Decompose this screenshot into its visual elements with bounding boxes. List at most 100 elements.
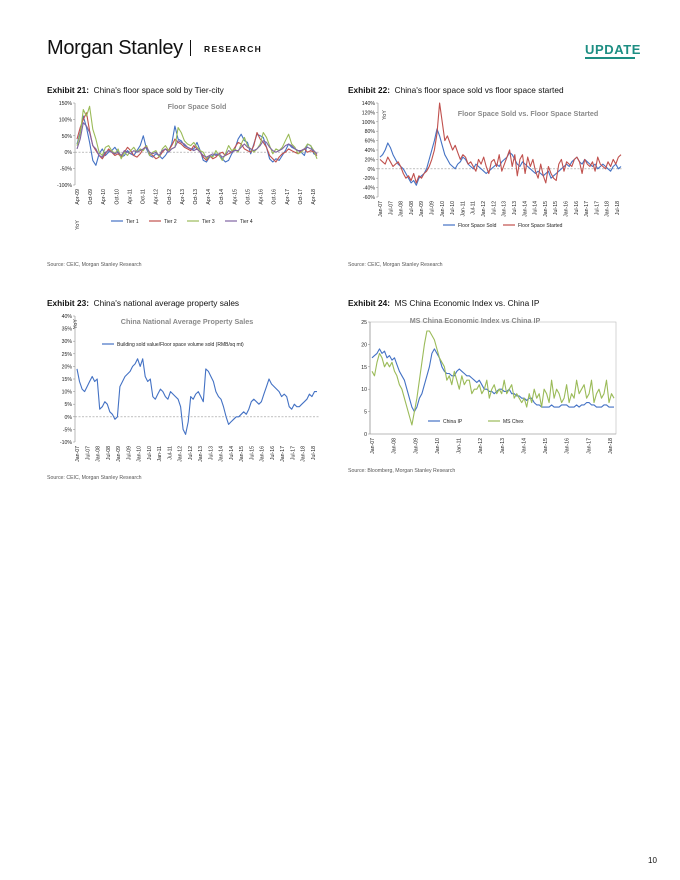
- exhibit-24-source: Source: Bloomberg, Morgan Stanley Resear…: [348, 468, 456, 474]
- page-number: 10: [648, 856, 657, 865]
- x-tick-label: Jan-13: [502, 201, 508, 217]
- x-tick-label: Jan-11: [457, 438, 463, 454]
- x-tick-label: Jan-16: [565, 438, 571, 454]
- series-line-building-sold-value-floor-space-volume-sold-rmb-sq-mt: [76, 358, 317, 435]
- x-tick-label: Apr-16: [259, 189, 265, 205]
- y-axis-label: YoY: [73, 319, 79, 329]
- y-tick-label: -100%: [57, 183, 72, 189]
- chart-title: China National Average Property Sales: [121, 317, 253, 326]
- x-tick-label: Jan-14: [522, 201, 528, 217]
- x-tick-label: Oct-15: [245, 189, 251, 205]
- exhibit-23-label: Exhibit 23:: [47, 298, 89, 308]
- x-tick-label: Jul-08: [409, 201, 415, 215]
- x-tick-label: Jan-10: [137, 446, 143, 462]
- legend-label: Floor Space Started: [518, 223, 563, 229]
- x-tick-label: Jan-17: [280, 446, 286, 462]
- x-tick-label: Jul-18: [311, 446, 317, 460]
- x-tick-label: Jul-13: [208, 446, 214, 460]
- brand-logo: Morgan Stanley: [47, 37, 183, 59]
- x-tick-label: Jul-10: [450, 201, 456, 215]
- x-tick-label: Jul-12: [188, 446, 194, 460]
- y-axis-label: YoY: [75, 220, 81, 230]
- series-line-tier-4: [76, 122, 318, 158]
- y-tick-label: -20%: [363, 176, 375, 182]
- x-tick-label: Jan-13: [500, 438, 506, 454]
- x-tick-label: Oct-09: [88, 189, 94, 205]
- x-tick-label: Jan-12: [481, 201, 487, 217]
- legend-label: Tier 3: [202, 219, 215, 225]
- exhibit-23-text: China's national average property sales: [93, 298, 240, 308]
- x-tick-label: Apr-10: [101, 189, 107, 205]
- x-tick-label: Jul-15: [553, 201, 559, 215]
- x-tick-label: Jan-12: [178, 446, 184, 462]
- x-tick-label: Oct-12: [167, 189, 173, 205]
- y-tick-label: 20%: [365, 157, 376, 163]
- exhibit-22-source: Source: CEIC, Morgan Stanley Research: [348, 262, 443, 268]
- x-tick-label: Jan-10: [440, 201, 446, 217]
- x-tick-label: Jan-15: [543, 438, 549, 454]
- x-tick-label: Jan-10: [435, 438, 441, 454]
- x-tick-label: Jul-09: [126, 446, 132, 460]
- y-tick-label: 0%: [368, 167, 376, 173]
- chart-title: MS China Economic Index vs China IP: [410, 316, 541, 325]
- chart-floor-space-sold-tier: 150% 100% 50% 0% -50% -100%Apr-09 Oct-09 Apr-10…: [57, 101, 319, 230]
- y-tick-label: 40%: [62, 314, 73, 320]
- y-tick-label: 40%: [365, 148, 376, 154]
- x-tick-label: Oct-17: [298, 189, 304, 205]
- legend-label: Tier 2: [164, 219, 177, 225]
- y-tick-label: 5: [364, 410, 367, 416]
- x-tick-label: Jan-11: [460, 201, 466, 217]
- x-tick-label: Jan-17: [584, 201, 590, 217]
- y-tick-label: -5%: [63, 427, 73, 433]
- x-tick-label: Apr-17: [285, 189, 291, 205]
- x-tick-label: Jul-17: [290, 446, 296, 460]
- x-tick-label: Jan-07: [370, 438, 376, 454]
- x-tick-label: Jul-15: [249, 446, 255, 460]
- legend-label: Tier 4: [240, 219, 253, 225]
- series-line-floor-space-sold: [379, 128, 622, 186]
- update-underline: [585, 57, 635, 59]
- x-tick-label: Apr-18: [311, 189, 317, 205]
- x-tick-label: Jul-11: [167, 446, 173, 460]
- x-tick-label: Jan-11: [157, 446, 163, 462]
- x-tick-label: Oct-11: [141, 189, 147, 204]
- y-tick-label: 20%: [62, 364, 73, 370]
- series-line-china-ip: [371, 348, 614, 413]
- x-tick-label: Jan-12: [478, 438, 484, 454]
- x-tick-label: Jul-16: [574, 201, 580, 215]
- x-tick-label: Apr-14: [206, 189, 212, 205]
- chart-sold-vs-started: 140%120%100%80%60%40%20%0%-20%-40%-60%Ja…: [362, 101, 623, 229]
- x-tick-label: Jul-10: [147, 446, 153, 460]
- y-tick-label: 20: [361, 342, 367, 348]
- y-tick-label: 60%: [365, 139, 376, 145]
- exhibit-24-text: MS China Economic Index vs. China IP: [394, 298, 540, 308]
- chart-title: Floor Space Sold: [168, 102, 227, 111]
- series-line-ms-chex: [371, 330, 615, 426]
- x-tick-label: Jan-15: [543, 201, 549, 217]
- y-tick-label: 80%: [365, 129, 376, 135]
- x-tick-label: Jan-18: [301, 446, 307, 462]
- y-tick-label: 30%: [62, 339, 73, 345]
- legend-label: Floor Space Sold: [458, 223, 497, 229]
- x-tick-label: Jan-08: [392, 438, 398, 454]
- x-tick-label: Apr-11: [127, 189, 133, 204]
- exhibit-24-label: Exhibit 24:: [348, 298, 390, 308]
- x-tick-label: Jan-16: [563, 201, 569, 217]
- x-tick-label: Jan-07: [378, 201, 384, 217]
- x-tick-label: Jul-13: [512, 201, 518, 215]
- x-tick-label: Apr-12: [154, 189, 160, 205]
- y-tick-label: 15: [361, 365, 367, 371]
- section-label: RESEARCH: [204, 44, 263, 54]
- y-tick-label: 0%: [65, 415, 73, 421]
- y-axis-label: YoY: [382, 110, 388, 120]
- x-tick-label: Apr-13: [180, 189, 186, 205]
- brand-divider: [190, 40, 191, 56]
- y-tick-label: 15%: [62, 377, 73, 383]
- y-tick-label: 150%: [59, 101, 73, 107]
- legend-label: China IP: [443, 419, 463, 425]
- x-tick-label: Jan-16: [260, 446, 266, 462]
- x-tick-label: Jul-18: [615, 201, 621, 215]
- y-tick-label: 50%: [62, 134, 73, 140]
- series-line-floor-space-started: [379, 102, 622, 184]
